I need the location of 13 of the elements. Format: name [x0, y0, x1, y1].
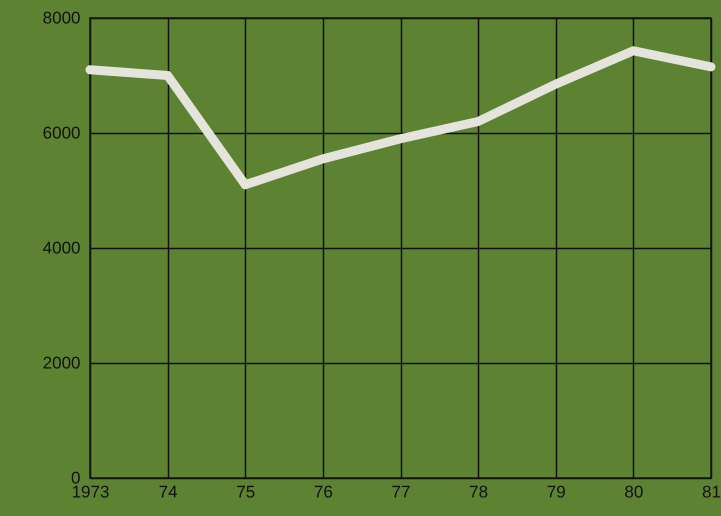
- x-tick-label: 77: [392, 482, 410, 502]
- y-tick-label: 2000: [42, 354, 80, 372]
- x-tick-label: 81: [702, 482, 721, 502]
- x-tick-label: 1973: [72, 482, 110, 502]
- y-tick-label: 6000: [42, 124, 80, 142]
- x-tick-label: 79: [546, 482, 566, 502]
- x-tick-label: 78: [469, 482, 488, 502]
- x-tick-label: 76: [314, 482, 333, 502]
- x-tick-label: 75: [236, 482, 256, 502]
- y-tick-label: 4000: [42, 238, 80, 258]
- y-tick-label: 8000: [42, 8, 80, 28]
- x-tick-label: 74: [158, 482, 178, 502]
- x-tick-label: 80: [624, 482, 644, 502]
